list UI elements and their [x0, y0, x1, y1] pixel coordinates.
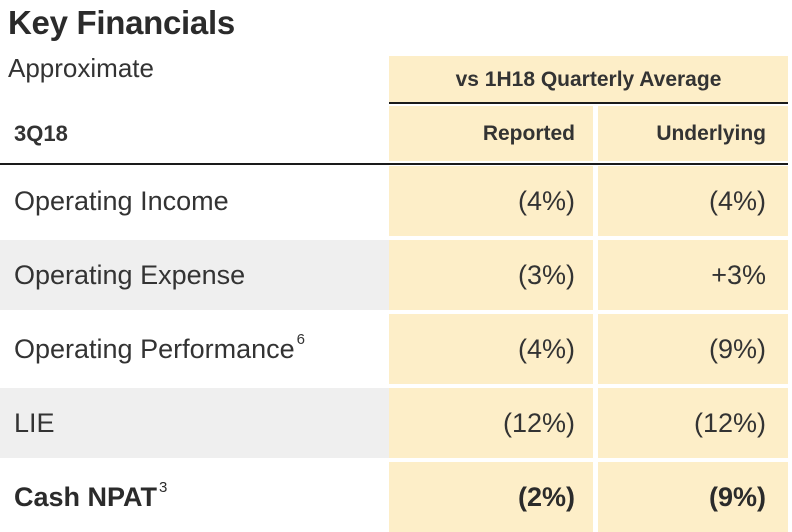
row-label: LIE — [14, 388, 384, 458]
underlying-value: (12%) — [693, 407, 766, 438]
group-header-highlight — [389, 56, 788, 103]
underlying-value: (9%) — [708, 333, 766, 364]
header-divider — [0, 163, 788, 165]
footnote-marker: 3 — [159, 478, 168, 496]
underlying-value: (4%) — [708, 185, 766, 216]
underlying-cell-highlight — [598, 166, 788, 236]
group-underline — [389, 102, 788, 104]
underlying-header-highlight — [598, 106, 788, 161]
underlying-cell-highlight — [598, 240, 788, 310]
row-label: Operating Expense — [14, 240, 384, 310]
row-label: Operating Income — [14, 166, 384, 236]
underlying-value: (9%) — [708, 481, 766, 512]
column-header-reported: Reported — [482, 122, 575, 145]
row-label-text: Operating Income — [14, 185, 229, 216]
row-label: Operating Performance 6 — [14, 314, 384, 384]
reported-cell-highlight — [389, 462, 593, 532]
underlying-value: +3% — [711, 259, 766, 290]
reported-cell-highlight — [389, 388, 593, 458]
reported-value: (3%) — [517, 259, 575, 290]
reported-value: (2%) — [517, 481, 575, 512]
underlying-cell-highlight — [598, 388, 788, 458]
row-label-text: Cash NPAT — [14, 481, 158, 512]
reported-value: (4%) — [517, 333, 575, 364]
reported-value: (12%) — [502, 407, 575, 438]
group-header: vs 1H18 Quarterly Average — [455, 67, 722, 91]
row-label-text: Operating Performance — [14, 333, 295, 364]
period-label: 3Q18 — [14, 121, 68, 146]
column-header-underlying: Underlying — [656, 122, 766, 145]
reported-cell-highlight — [389, 240, 593, 310]
row-label-shade — [0, 240, 389, 310]
reported-header-highlight — [389, 106, 593, 161]
footnote-marker: 6 — [296, 330, 305, 348]
row-label: Cash NPAT 3 — [14, 462, 384, 532]
page-subtitle: Approximate — [8, 53, 154, 83]
reported-cell-highlight — [389, 166, 593, 236]
row-label-text: Operating Expense — [14, 259, 246, 290]
underlying-cell-highlight — [598, 314, 788, 384]
underlying-cell-highlight — [598, 462, 788, 532]
row-label-shade — [0, 388, 389, 458]
page-title: Key Financials — [8, 4, 235, 41]
reported-cell-highlight — [389, 314, 593, 384]
row-label-text: LIE — [14, 407, 55, 438]
reported-value: (4%) — [517, 185, 575, 216]
